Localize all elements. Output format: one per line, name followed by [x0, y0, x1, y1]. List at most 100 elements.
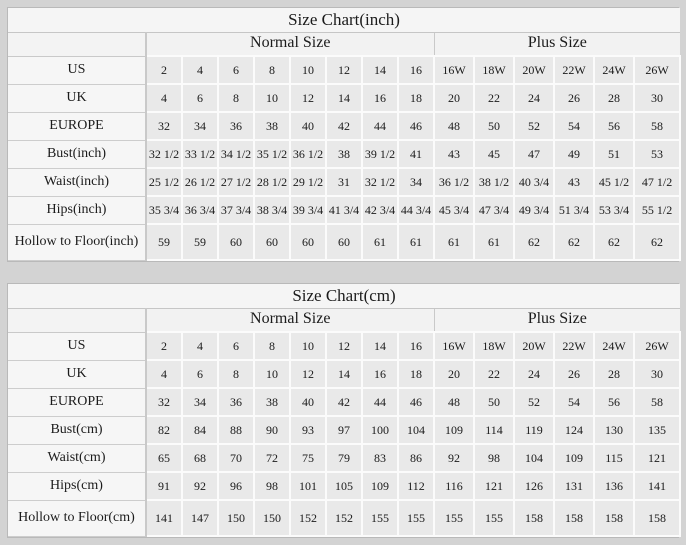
size-value-cell: 92: [181, 471, 219, 501]
size-value-cell: 43: [433, 139, 475, 169]
size-value-cell: 62: [593, 223, 635, 261]
size-value-cell: 32 1/2: [361, 167, 399, 197]
size-value-cell: 75: [289, 443, 327, 473]
normal-size-group-header: Normal Size: [146, 32, 435, 57]
row-label: UK: [8, 84, 147, 113]
size-value-cell: 124: [553, 415, 595, 445]
size-value-cell: 98: [473, 443, 515, 473]
size-value-cell: 4: [181, 55, 219, 85]
size-value-cell: 27 1/2: [217, 167, 255, 197]
size-value-cell: 24: [513, 359, 555, 389]
size-value-cell: 26: [553, 83, 595, 113]
size-value-cell: 48: [433, 111, 475, 141]
size-value-cell: 158: [593, 499, 635, 537]
size-value-cell: 155: [473, 499, 515, 537]
size-value-cell: 20W: [513, 55, 555, 85]
size-value-cell: 92: [433, 443, 475, 473]
table-row: Bust(inch) 32 1/2 33 1/2 34 1/2 35 1/2 36 1/2…: [8, 139, 682, 169]
table-row: Waist(inch) 25 1/2 26 1/2 27 1/2 28 1/2 29 1/…: [8, 167, 682, 197]
size-value-cell: 60: [253, 223, 291, 261]
size-value-cell: 109: [433, 415, 475, 445]
size-value-cell: 32: [145, 111, 183, 141]
size-value-cell: 86: [397, 443, 435, 473]
row-label: US: [8, 56, 147, 85]
size-value-cell: 16W: [433, 331, 475, 361]
size-value-cell: 116: [433, 471, 475, 501]
size-value-cell: 62: [632, 223, 682, 261]
size-value-cell: 36 1/2: [289, 139, 327, 169]
group-header-row: Normal Size Plus Size: [8, 308, 681, 333]
size-value-cell: 42: [325, 111, 363, 141]
size-value-cell: 130: [593, 415, 635, 445]
size-value-cell: 152: [325, 499, 363, 537]
size-value-cell: 45 3/4: [433, 195, 475, 225]
size-value-cell: 28 1/2: [253, 167, 291, 197]
size-value-cell: 115: [593, 443, 635, 473]
size-value-cell: 54: [553, 111, 595, 141]
size-value-cell: 100: [361, 415, 399, 445]
size-value-cell: 50: [473, 387, 515, 417]
size-value-cell: 49 3/4: [513, 195, 555, 225]
table-row: Hips(inch) 35 3/4 36 3/4 37 3/4 38 3/4 39 3/4…: [8, 195, 682, 225]
table-row: Waist(cm) 65 68 70 72 75 79 83 86 92 98 104 109 115 12…: [8, 443, 682, 473]
size-value-cell: 61: [473, 223, 515, 261]
size-value-cell: 30: [632, 83, 682, 113]
row-label: Waist(cm): [8, 444, 147, 473]
size-value-cell: 44: [361, 387, 399, 417]
size-value-cell: 58: [632, 111, 682, 141]
title-row: Size Chart(cm): [8, 284, 681, 309]
size-value-cell: 150: [217, 499, 255, 537]
size-value-cell: 34: [181, 387, 219, 417]
size-value-cell: 16: [361, 359, 399, 389]
size-value-cell: 8: [253, 55, 291, 85]
size-value-cell: 22W: [553, 55, 595, 85]
size-value-cell: 18: [397, 83, 435, 113]
size-chart-inch-container: Size Chart(inch) Normal Size Plus Size U…: [7, 7, 682, 262]
size-value-cell: 12: [325, 55, 363, 85]
size-value-cell: 20: [433, 83, 475, 113]
size-value-cell: 34 1/2: [217, 139, 255, 169]
size-value-cell: 10: [289, 55, 327, 85]
size-value-cell: 36 1/2: [433, 167, 475, 197]
size-value-cell: 26W: [632, 331, 682, 361]
size-value-cell: 36: [217, 111, 255, 141]
size-value-cell: 62: [553, 223, 595, 261]
size-value-cell: 22: [473, 83, 515, 113]
size-value-cell: 41: [397, 139, 435, 169]
size-value-cell: 84: [181, 415, 219, 445]
size-value-cell: 61: [361, 223, 399, 261]
size-value-cell: 59: [145, 223, 183, 261]
row-label: EUROPE: [8, 112, 147, 141]
size-value-cell: 44: [361, 111, 399, 141]
size-value-cell: 51 3/4: [553, 195, 595, 225]
size-value-cell: 131: [553, 471, 595, 501]
row-label: EUROPE: [8, 388, 147, 417]
size-value-cell: 38 3/4: [253, 195, 291, 225]
size-value-cell: 53 3/4: [593, 195, 635, 225]
size-value-cell: 45: [473, 139, 515, 169]
size-value-cell: 32 1/2: [145, 139, 183, 169]
size-value-cell: 18W: [473, 331, 515, 361]
size-value-cell: 36 3/4: [181, 195, 219, 225]
plus-size-group-header: Plus Size: [434, 308, 681, 333]
table-row: US 2 4 6 8 10 12 14 16 16W 18W 20W 22W 24W 26W: [8, 55, 682, 85]
size-value-cell: 47 3/4: [473, 195, 515, 225]
size-value-cell: 158: [513, 499, 555, 537]
size-value-cell: 29 1/2: [289, 167, 327, 197]
size-value-cell: 10: [253, 359, 291, 389]
size-value-cell: 83: [361, 443, 399, 473]
size-value-cell: 93: [289, 415, 327, 445]
size-value-cell: 50: [473, 111, 515, 141]
size-chart-cm-container: Size Chart(cm) Normal Size Plus Size US 2…: [7, 283, 682, 538]
table-row: Hollow to Floor(cm) 141 147 150 150 152 152 155…: [8, 499, 682, 537]
size-value-cell: 60: [325, 223, 363, 261]
size-value-cell: 38: [253, 387, 291, 417]
size-value-cell: 2: [145, 55, 183, 85]
size-value-cell: 18: [397, 359, 435, 389]
corner-cell: [8, 308, 147, 333]
size-value-cell: 88: [217, 415, 255, 445]
size-value-cell: 24: [513, 83, 555, 113]
size-value-cell: 2: [145, 331, 183, 361]
size-value-cell: 152: [289, 499, 327, 537]
